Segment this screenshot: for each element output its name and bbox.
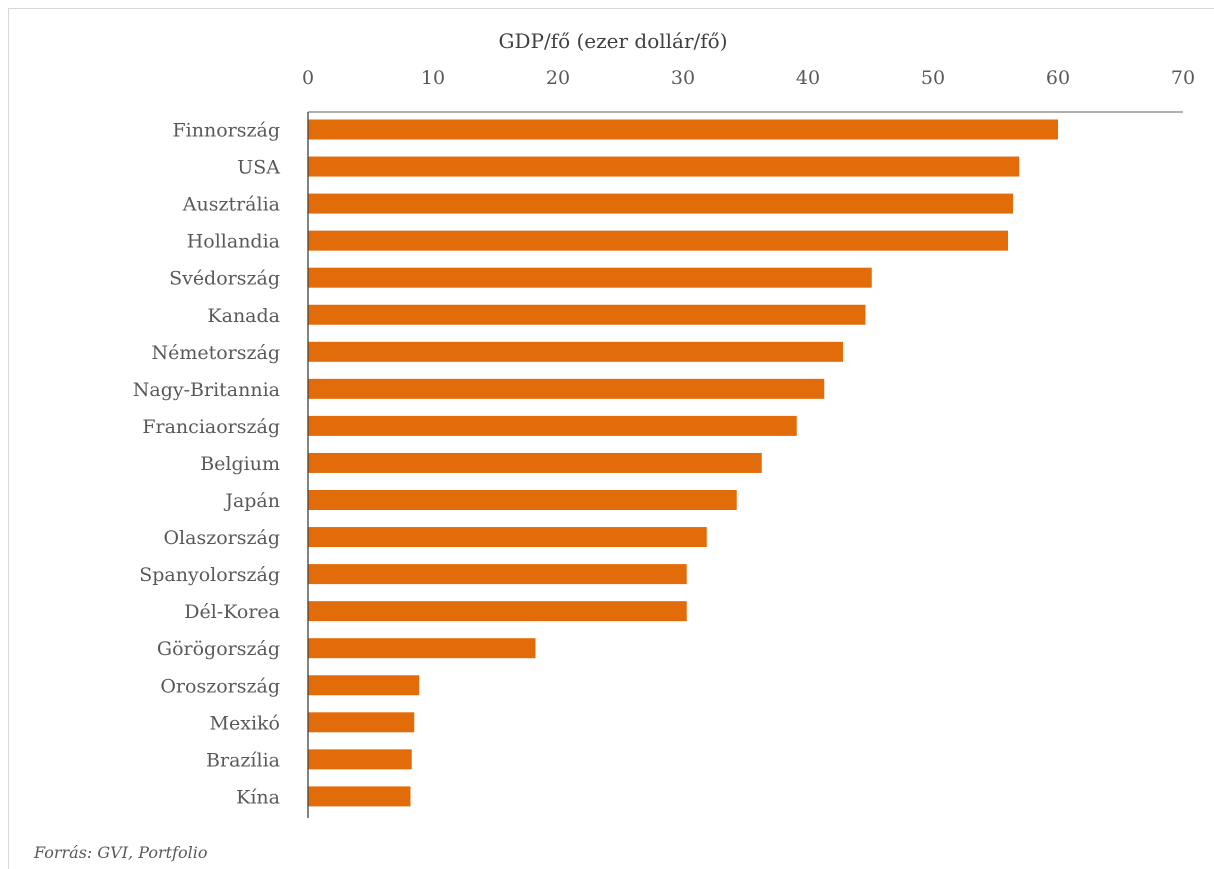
x-tick-label: 0 — [302, 67, 314, 89]
category-labels: Finnország USA Ausztrália Hollandia Svédorsz… — [133, 120, 281, 809]
bar — [308, 341, 843, 362]
bar — [308, 452, 762, 473]
category-label: Olaszország — [163, 527, 280, 549]
category-label: Japán — [223, 490, 280, 512]
category-label: Dél-Korea — [184, 601, 280, 623]
x-tick-label: 40 — [796, 67, 820, 89]
bar — [308, 675, 420, 696]
bar — [308, 156, 1020, 177]
x-tick-label: 50 — [921, 67, 945, 89]
category-label: Mexikó — [210, 712, 280, 734]
x-tick-labels: 0 10 20 30 40 50 60 70 — [302, 67, 1195, 89]
bars — [308, 119, 1058, 807]
bar — [308, 193, 1013, 214]
category-label: Spanyolország — [139, 564, 280, 586]
category-label: Németország — [151, 342, 280, 364]
x-tick-label: 70 — [1171, 67, 1195, 89]
x-axis-title: GDP/fő (ezer dollár/fő) — [498, 29, 727, 53]
x-tick-label: 60 — [1046, 67, 1070, 89]
category-label: Belgium — [200, 453, 280, 475]
bar — [308, 415, 797, 436]
bar — [308, 304, 866, 325]
category-label: Kanada — [207, 305, 280, 327]
x-tick-label: 10 — [421, 67, 445, 89]
bar — [308, 601, 687, 622]
bar — [308, 638, 536, 659]
bar — [308, 712, 415, 733]
category-label: Görögország — [157, 638, 280, 660]
category-label: Hollandia — [187, 231, 280, 253]
bar — [308, 749, 412, 770]
bar — [308, 119, 1058, 140]
source-note: Forrás: GVI, Portfolio — [34, 843, 208, 862]
chart-frame — [8, 8, 1214, 869]
bar — [308, 527, 707, 548]
category-label: Ausztrália — [182, 194, 280, 216]
bar — [308, 378, 825, 399]
category-label: Svédország — [169, 268, 280, 290]
category-label: Finnország — [172, 120, 280, 142]
category-label: Oroszország — [160, 675, 280, 697]
bar — [308, 490, 737, 510]
category-label: Brazília — [206, 749, 280, 771]
category-label: Nagy-Britannia — [133, 379, 280, 401]
x-tick-label: 20 — [546, 67, 570, 89]
category-label: Kína — [236, 786, 280, 808]
category-label: Franciaország — [142, 416, 280, 438]
bar — [308, 230, 1008, 251]
category-label: USA — [237, 157, 280, 179]
bar — [308, 267, 872, 288]
x-tick-label: 30 — [671, 67, 695, 89]
bar — [308, 786, 411, 807]
bar — [308, 564, 687, 585]
